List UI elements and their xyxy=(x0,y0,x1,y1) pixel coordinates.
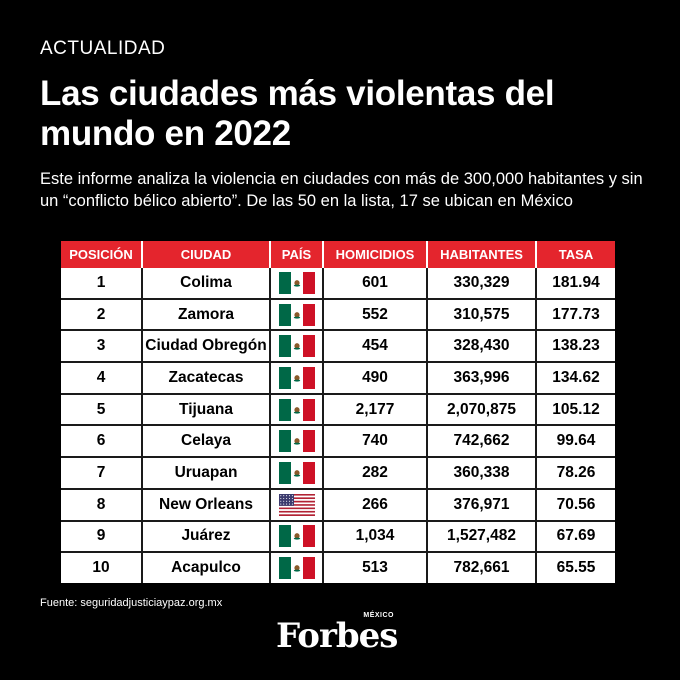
cell-population: 310,575 xyxy=(427,298,537,332)
header-country: PAÍS xyxy=(270,241,324,268)
cell-rate: 70.56 xyxy=(536,488,615,522)
cell-homicides: 490 xyxy=(323,362,428,395)
cell-country xyxy=(270,425,324,459)
cell-rate: 65.55 xyxy=(556,559,596,577)
cell-country xyxy=(270,298,324,332)
cell-position: 6 xyxy=(61,425,143,459)
cell-position: 5 xyxy=(61,393,143,427)
cell-population: 1,527,482 xyxy=(427,520,537,554)
cell-country xyxy=(270,393,324,427)
cell-homicides: 601 xyxy=(323,268,428,300)
mexico-flag-icon xyxy=(278,525,315,548)
cell-city: Uruapan xyxy=(142,457,271,490)
cell-city: Zacatecas xyxy=(142,362,271,395)
cell-country xyxy=(270,552,324,583)
logo-country: MÉXICO xyxy=(363,612,394,619)
cell-position: 4 xyxy=(61,362,143,395)
cell-homicides: 266 xyxy=(323,488,428,522)
table-row: 10 Acapulco 513 782,661 65.55 xyxy=(61,552,615,583)
cell-position: 3 xyxy=(61,330,143,364)
cell-city: Celaya xyxy=(142,425,271,459)
cell-rate: 177.73 xyxy=(536,298,615,332)
cell-rate: 134.62 xyxy=(536,362,615,395)
cell-rate: 181.94 xyxy=(536,268,615,300)
cell-homicides: 552 xyxy=(323,298,428,332)
mexico-flag-icon xyxy=(278,430,315,453)
section-label: ACTUALIDAD xyxy=(40,38,166,59)
cell-population: 330,329 xyxy=(427,268,537,300)
cell-rate: 78.26 xyxy=(536,457,615,490)
cell-country xyxy=(270,362,324,395)
cell-country xyxy=(270,520,324,554)
ranking-table: POSICIÓN CIUDAD PAÍS HOMICIDIOS HABITANT… xyxy=(61,241,615,583)
cell-population: 376,971 xyxy=(427,488,537,522)
cell-city: Juárez xyxy=(142,520,271,554)
table-row: 2 Zamora 552 310,575 177.73 xyxy=(61,298,615,332)
mexico-flag-icon xyxy=(278,366,315,389)
cell-homicides: 2,177 xyxy=(323,393,428,427)
table-row: 5 Tijuana 2,177 2,070,875 105.12 xyxy=(61,393,615,427)
mexico-flag-icon xyxy=(278,271,315,294)
header-position: POSICIÓN xyxy=(61,241,143,268)
cell-city: New Orleans xyxy=(142,488,271,522)
headline: Las ciudades más violentas del mundo en … xyxy=(40,74,555,153)
table-row: 8 New Orleans 266 376,971 70.56 xyxy=(61,488,615,522)
forbes-logo: MÉXICO Forbes xyxy=(276,612,406,662)
cell-rate: 99.64 xyxy=(536,425,615,459)
mexico-flag-icon xyxy=(278,335,315,358)
cell-population: 742,662 xyxy=(427,425,537,459)
cell-population: 363,996 xyxy=(427,362,537,395)
usa-flag-icon xyxy=(278,493,315,516)
cell-position: 8 xyxy=(61,488,143,522)
cell-position: 2 xyxy=(61,298,143,332)
cell-city: Ciudad Obregón xyxy=(142,330,271,364)
cell-position: 1 xyxy=(61,268,143,300)
header-city: CIUDAD xyxy=(142,241,271,268)
cell-homicides: 1,034 xyxy=(323,520,428,554)
cell-city: Acapulco xyxy=(142,552,271,583)
cell-city: Tijuana xyxy=(142,393,271,427)
cell-population: 360,338 xyxy=(427,457,537,490)
logo-word: Forbes xyxy=(276,616,398,656)
cell-rate: 138.23 xyxy=(536,330,615,364)
cell-homicides: 282 xyxy=(323,457,428,490)
cell-country xyxy=(270,488,324,522)
cell-city: Colima xyxy=(142,268,271,300)
cell-homicides: 740 xyxy=(323,425,428,459)
table-row: 4 Zacatecas 490 363,996 134.62 xyxy=(61,362,615,395)
cell-country xyxy=(270,268,324,300)
cell-population: 328,430 xyxy=(427,330,537,364)
table-row: 3 Ciudad Obregón 454 328,430 138.23 xyxy=(61,330,615,364)
cell-population: 2,070,875 xyxy=(427,393,537,427)
cell-position: 10 xyxy=(61,552,143,583)
mexico-flag-icon xyxy=(278,557,315,580)
header-homicides: HOMICIDIOS xyxy=(323,241,428,268)
mexico-flag-icon xyxy=(278,461,315,484)
table-body: 1 Colima 601 330,329 181.94 2 Zamora 552 310,575… xyxy=(61,268,615,583)
cell-rate: 105.12 xyxy=(536,393,615,427)
cell-position: 9 xyxy=(61,520,143,554)
subtitle: Este informe analiza la violencia en ciu… xyxy=(40,170,643,210)
table-row: 7 Uruapan 282 360,338 78.26 xyxy=(61,457,615,490)
table-row: 9 Juárez 1,034 1,527,482 67.69 xyxy=(61,520,615,554)
cell-country xyxy=(270,457,324,490)
cell-city: Zamora xyxy=(142,298,271,332)
header-population: HABITANTES xyxy=(427,241,537,268)
table-header-row: POSICIÓN CIUDAD PAÍS HOMICIDIOS HABITANT… xyxy=(61,241,615,268)
cell-rate: 67.69 xyxy=(536,520,615,554)
cell-homicides: 454 xyxy=(323,330,428,364)
cell-population: 782,661 xyxy=(427,552,537,583)
cell-homicides: 513 xyxy=(323,552,428,583)
cell-position: 7 xyxy=(61,457,143,490)
source-note: Fuente: seguridadjusticiaypaz.org.mx xyxy=(40,597,223,609)
mexico-flag-icon xyxy=(278,303,315,326)
cell-country xyxy=(270,330,324,364)
table-row: 6 Celaya 740 742,662 99.64 xyxy=(61,425,615,459)
table-row: 1 Colima 601 330,329 181.94 xyxy=(61,268,615,300)
mexico-flag-icon xyxy=(278,398,315,421)
header-rate: TASA xyxy=(536,241,615,268)
